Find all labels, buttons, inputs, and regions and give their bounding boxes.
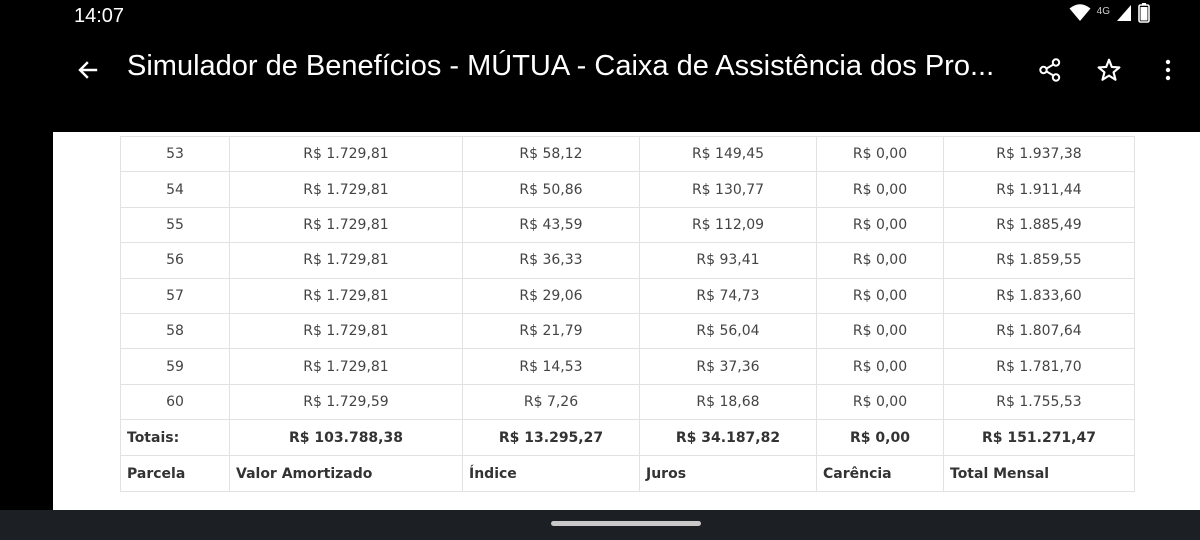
status-icons: 4G — [1069, 2, 1150, 28]
juros-cell: R$ 18,68 — [639, 383, 817, 421]
carencia-cell: R$ 0,00 — [816, 242, 944, 279]
star-icon — [1096, 57, 1122, 88]
parcela-cell: 53 — [120, 135, 230, 173]
battery-icon — [1138, 2, 1150, 28]
total-cell: R$ 1.833,60 — [943, 277, 1135, 314]
table-row: 58 R$ 1.729,81 R$ 21,79 R$ 56,04 R$ 0,00… — [120, 312, 1135, 350]
table-row: 59 R$ 1.729,81 R$ 14,53 R$ 37,36 R$ 0,00… — [120, 348, 1135, 385]
table-row: 55 R$ 1.729,81 R$ 43,59 R$ 112,09 R$ 0,0… — [120, 206, 1135, 244]
juros-cell: R$ 130,77 — [639, 171, 817, 208]
juros-cell: R$ 37,36 — [639, 348, 817, 385]
indice-cell: R$ 7,26 — [462, 383, 640, 421]
page-title: Simulador de Benefícios - MÚTUA - Caixa … — [127, 50, 995, 82]
installments-table: 53 R$ 1.729,81 R$ 58,12 R$ 149,45 R$ 0,0… — [120, 135, 1135, 493]
header-parcela: Parcela — [120, 455, 230, 493]
juros-cell: R$ 112,09 — [639, 206, 817, 244]
navigation-bar — [0, 510, 1200, 540]
table-row: 56 R$ 1.729,81 R$ 36,33 R$ 93,41 R$ 0,00… — [120, 242, 1135, 279]
carencia-cell: R$ 0,00 — [816, 383, 944, 421]
header-total-mensal: Total Mensal — [943, 455, 1135, 493]
back-arrow-icon — [76, 58, 100, 87]
indice-cell: R$ 58,12 — [462, 135, 640, 173]
carencia-cell: R$ 0,00 — [816, 171, 944, 208]
indice-cell: R$ 29,06 — [462, 277, 640, 314]
table-footer-header-row: Parcela Valor Amortizado Índice Juros Ca… — [120, 455, 1135, 493]
home-gesture-handle[interactable] — [551, 521, 701, 526]
header-valor-amortizado: Valor Amortizado — [229, 455, 463, 493]
total-cell: R$ 1.755,53 — [943, 383, 1135, 421]
totals-label: Totais: — [120, 419, 230, 457]
status-bar: 14:07 4G — [0, 0, 1200, 32]
total-indice-cell: R$ 13.295,27 — [462, 419, 640, 457]
juros-cell: R$ 149,45 — [639, 135, 817, 173]
table-row: 54 R$ 1.729,81 R$ 50,86 R$ 130,77 R$ 0,0… — [120, 171, 1135, 208]
total-cell: R$ 1.937,38 — [943, 135, 1135, 173]
amortizado-cell: R$ 1.729,81 — [229, 206, 463, 244]
parcela-cell: 56 — [120, 242, 230, 279]
juros-cell: R$ 74,73 — [639, 277, 817, 314]
juros-cell: R$ 93,41 — [639, 242, 817, 279]
amortizado-cell: R$ 1.729,81 — [229, 312, 463, 350]
table-row: 60 R$ 1.729,59 R$ 7,26 R$ 18,68 R$ 0,00 … — [120, 383, 1135, 421]
total-cell: R$ 1.807,64 — [943, 312, 1135, 350]
header-carencia: Carência — [816, 455, 944, 493]
total-juros-cell: R$ 34.187,82 — [639, 419, 817, 457]
share-icon — [1037, 57, 1063, 88]
wifi-icon — [1069, 3, 1091, 27]
amortizado-cell: R$ 1.729,81 — [229, 135, 463, 173]
bookmark-star-button[interactable] — [1091, 54, 1127, 90]
total-carencia-cell: R$ 0,00 — [816, 419, 944, 457]
table-row: 53 R$ 1.729,81 R$ 58,12 R$ 149,45 R$ 0,0… — [120, 135, 1135, 173]
carencia-cell: R$ 0,00 — [816, 135, 944, 173]
parcela-cell: 60 — [120, 383, 230, 421]
carencia-cell: R$ 0,00 — [816, 312, 944, 350]
web-content[interactable]: 53 R$ 1.729,81 R$ 58,12 R$ 149,45 R$ 0,0… — [53, 132, 1200, 510]
parcela-cell: 55 — [120, 206, 230, 244]
amortizado-cell: R$ 1.729,81 — [229, 277, 463, 314]
header-juros: Juros — [639, 455, 817, 493]
more-options-button[interactable] — [1150, 54, 1186, 90]
carencia-cell: R$ 0,00 — [816, 348, 944, 385]
network-type-label: 4G — [1096, 5, 1110, 17]
share-button[interactable] — [1032, 54, 1068, 90]
table-row: 57 R$ 1.729,81 R$ 29,06 R$ 74,73 R$ 0,00… — [120, 277, 1135, 314]
amortizado-cell: R$ 1.729,81 — [229, 242, 463, 279]
total-cell: R$ 1.911,44 — [943, 171, 1135, 208]
more-vert-icon — [1164, 58, 1172, 87]
parcela-cell: 54 — [120, 171, 230, 208]
indice-cell: R$ 14,53 — [462, 348, 640, 385]
indice-cell: R$ 36,33 — [462, 242, 640, 279]
carencia-cell: R$ 0,00 — [816, 277, 944, 314]
header-indice: Índice — [462, 455, 640, 493]
amortizado-cell: R$ 1.729,81 — [229, 171, 463, 208]
juros-cell: R$ 56,04 — [639, 312, 817, 350]
parcela-cell: 57 — [120, 277, 230, 314]
parcela-cell: 58 — [120, 312, 230, 350]
total-mensal-cell: R$ 151.271,47 — [943, 419, 1135, 457]
total-cell: R$ 1.859,55 — [943, 242, 1135, 279]
carencia-cell: R$ 0,00 — [816, 206, 944, 244]
amortizado-cell: R$ 1.729,59 — [229, 383, 463, 421]
app-bar: Simulador de Benefícios - MÚTUA - Caixa … — [0, 32, 1200, 132]
total-cell: R$ 1.885,49 — [943, 206, 1135, 244]
totals-row: Totais: R$ 103.788,38 R$ 13.295,27 R$ 34… — [120, 419, 1135, 457]
parcela-cell: 59 — [120, 348, 230, 385]
indice-cell: R$ 21,79 — [462, 312, 640, 350]
status-time: 14:07 — [74, 5, 125, 27]
total-amortizado-cell: R$ 103.788,38 — [229, 419, 463, 457]
indice-cell: R$ 43,59 — [462, 206, 640, 244]
signal-icon — [1116, 4, 1132, 27]
indice-cell: R$ 50,86 — [462, 171, 640, 208]
amortizado-cell: R$ 1.729,81 — [229, 348, 463, 385]
total-cell: R$ 1.781,70 — [943, 348, 1135, 385]
back-button[interactable] — [70, 54, 106, 90]
